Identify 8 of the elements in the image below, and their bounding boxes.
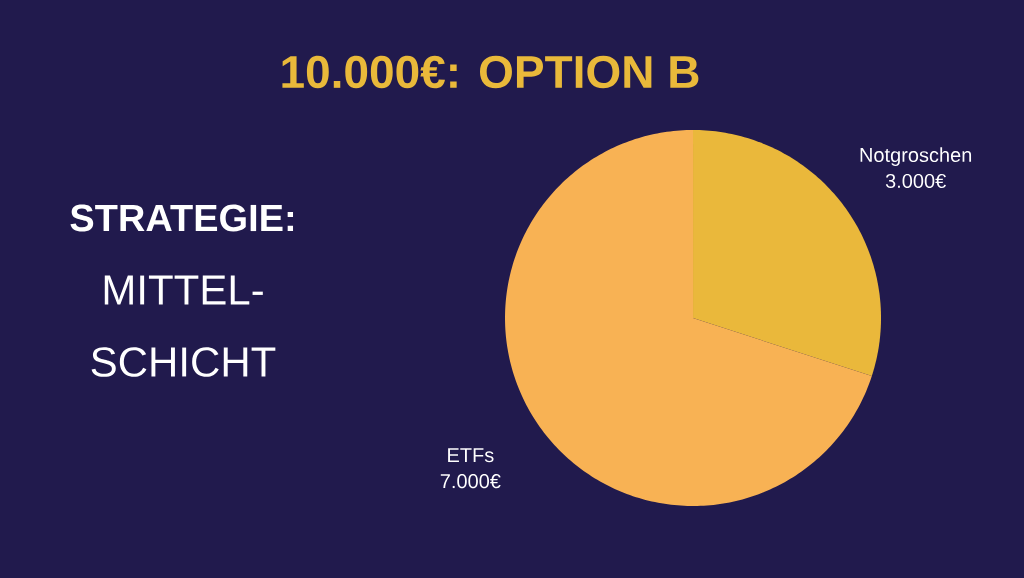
text: MITTEL- bbox=[104, 275, 263, 305]
slice-label: Notgroschen bbox=[860, 147, 972, 167]
text: STRATEGIE: bbox=[70, 204, 294, 232]
data-label: 3.000€ bbox=[885, 173, 946, 189]
text: SCHICHT bbox=[91, 347, 276, 377]
slice-label: ETFs bbox=[448, 448, 494, 463]
chart-title: 10.000€: OPTION B bbox=[282, 55, 699, 89]
data-label: 7.000€ bbox=[440, 474, 501, 489]
